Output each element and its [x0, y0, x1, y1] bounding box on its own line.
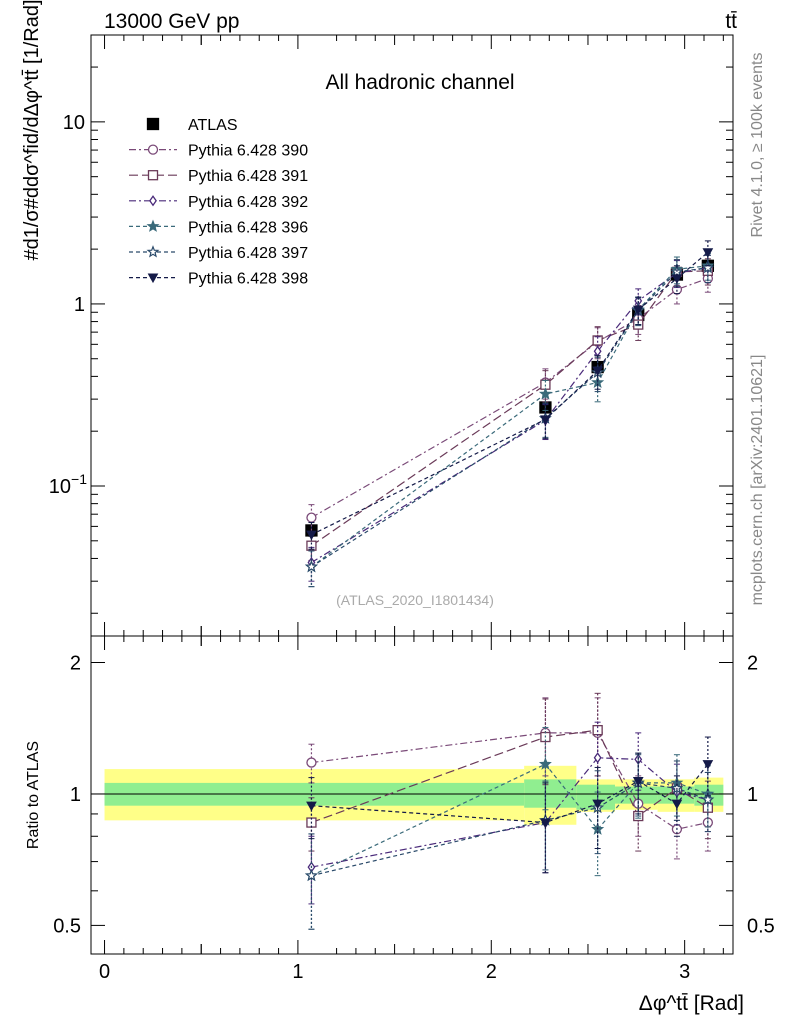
series-line: [311, 270, 708, 547]
data-point: [592, 366, 603, 377]
ratio-point: [306, 801, 317, 812]
main-title: All hadronic channel: [325, 71, 514, 94]
ratio-line: [311, 729, 709, 824]
main-ytick-label: 10−1: [49, 471, 87, 498]
ratio-series-pythia-6-428-398: [306, 736, 714, 874]
main-ytick-label: 1: [74, 294, 85, 316]
mcplots-label: mcplots.cern.ch [arXiv:2401.10621]: [749, 355, 766, 606]
data-point: [306, 530, 317, 541]
legend-marker: [147, 273, 159, 284]
legend-marker: [147, 170, 159, 181]
legend-marker: [146, 117, 160, 131]
xtick-label: 3: [679, 961, 690, 983]
ratio-ylabel: Ratio to ATLAS: [25, 741, 42, 849]
ratio-frame: [90, 635, 734, 955]
legend-entry: Pythia 6.428 396: [129, 219, 308, 236]
watermark: (ATLAS_2020_I1801434): [336, 592, 494, 608]
ratio-point: [593, 752, 602, 764]
data-point: [306, 512, 317, 523]
legend-label: Pythia 6.428 390: [188, 143, 308, 160]
legend: ATLAS Pythia 6.428 390 Pythia 6.428 391 Pyt…: [129, 117, 308, 288]
legend-label: Pythia 6.428 397: [188, 245, 308, 262]
legend-marker: [146, 245, 160, 258]
series-line: [311, 277, 709, 519]
ratio-point: [670, 781, 684, 794]
ratio-line: [311, 763, 709, 877]
main-ytick-label: 10: [63, 112, 85, 134]
series-line: [311, 251, 709, 536]
ratio-ytick-label: 2: [70, 653, 81, 675]
xtick-label: 1: [292, 961, 303, 983]
series-pythia-6-428-392: [307, 254, 712, 582]
legend-label: Pythia 6.428 392: [188, 194, 308, 211]
legend-entry: Pythia 6.428 390: [129, 143, 308, 160]
ratio-panel: Ratio to ATLAS 0.5 0.5 1 1 2 2 0 1 2 3 Δφ^tt̄ [R…: [25, 35, 775, 1015]
xtick-label: 2: [486, 961, 497, 983]
legend-entry: Pythia 6.428 397: [129, 245, 308, 262]
legend-marker: [149, 195, 157, 207]
data-point: [701, 261, 715, 274]
legend-entry: Pythia 6.428 392: [129, 194, 308, 211]
legend-label: Pythia 6.428 396: [188, 219, 308, 236]
data-point: [306, 540, 317, 551]
ratio-ytick-label-right: 1: [747, 784, 758, 806]
data-point: [304, 559, 318, 573]
ratio-point: [306, 757, 317, 768]
main-panel: All hadronic channel (ATLAS_2020_I180143…: [21, 0, 734, 637]
series-pythia-6-428-391: [306, 258, 714, 561]
legend-marker: [146, 219, 160, 232]
data-point: [702, 248, 714, 258]
ratio-ytick-label: 0.5: [53, 915, 81, 937]
series-line: [311, 267, 708, 564]
legend-label: ATLAS: [188, 117, 238, 134]
legend-label: Pythia 6.428 391: [188, 168, 308, 185]
series-line: [311, 265, 708, 568]
series-atlas: [305, 259, 715, 537]
series-line: [311, 267, 708, 568]
data-point: [671, 274, 683, 284]
ratio-ytick-label: 1: [70, 784, 81, 806]
main-ylabel: #d1/σ#ddσ^fid/dΔφ^tt̄ [1/Rad]: [21, 0, 43, 261]
ratio-ytick-label-right: 2: [747, 653, 758, 675]
legend-marker: [147, 144, 159, 155]
ratio-point: [632, 777, 644, 787]
ratio-line: [311, 732, 708, 830]
series-pythia-6-428-396: [304, 253, 715, 588]
ratio-point: [592, 799, 603, 810]
series-pythia-6-428-398: [306, 240, 714, 550]
ratio-point: [671, 799, 683, 810]
main-ylabel-text: #d1/σ#ddσ^fid/dΔφ^tt̄ [1/Rad]: [21, 0, 43, 261]
ratio-ytick-label-right: 0.5: [747, 915, 775, 937]
ratio-point: [540, 818, 551, 829]
ratio-point: [304, 868, 318, 882]
legend-label: Pythia 6.428 398: [188, 271, 308, 288]
legend-entry: ATLAS: [146, 117, 238, 134]
rivet-label: Rivet 4.1.0, ≥ 100k events: [749, 53, 766, 238]
ratio-line: [311, 757, 709, 868]
data-point: [632, 305, 644, 316]
header-right: tt̄: [725, 10, 737, 33]
data-point: [540, 415, 551, 425]
ratio-xlabel: Δφ^tt̄ [Rad]: [639, 992, 744, 1015]
legend-entry: Pythia 6.428 398: [129, 271, 308, 288]
legend-entry: Pythia 6.428 391: [129, 168, 308, 185]
data-point: [538, 387, 552, 400]
ratio-point: [538, 757, 552, 770]
ratio-point: [701, 793, 715, 806]
ratio-point: [702, 760, 714, 770]
ratio-line: [311, 782, 709, 877]
header-left: 13000 GeV pp: [104, 10, 239, 33]
xtick-label: 0: [99, 961, 110, 983]
